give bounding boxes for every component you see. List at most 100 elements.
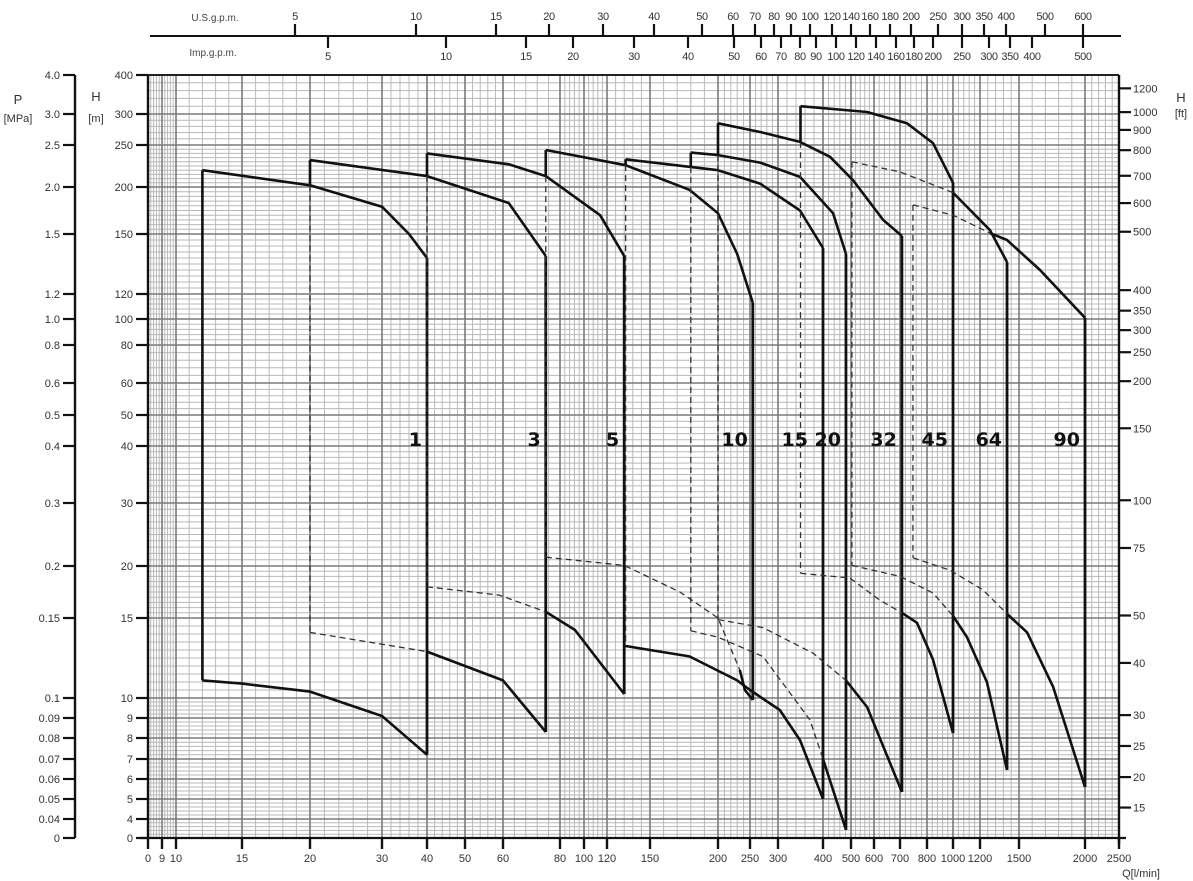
pressure-tick-label: 0.3	[45, 498, 60, 510]
head-m-tick-label: 40	[121, 441, 133, 453]
model-label-32: 32	[870, 429, 896, 451]
x-tick-label: 2000	[1073, 853, 1097, 865]
imp-gpm-tick-label: 140	[867, 51, 884, 63]
us-gpm-tick-label: 100	[801, 11, 818, 23]
imp-gpm-tick-label: 160	[887, 51, 904, 63]
model-90-max-curve	[989, 231, 1086, 319]
us-gpm-tick-label: 80	[768, 11, 780, 23]
head-m-tick-label: 20	[121, 561, 133, 573]
head-ft-tick-label: 1200	[1133, 83, 1157, 95]
pressure-axis-unit: [MPa]	[4, 113, 33, 125]
head-ft-tick-label: 400	[1133, 285, 1151, 297]
model-label-3: 3	[528, 429, 541, 451]
imp-gpm-tick-label: 40	[682, 51, 694, 63]
head-ft-tick-label: 250	[1133, 347, 1151, 359]
us-gpm-tick-label: 60	[727, 11, 739, 23]
model-10-min-curve	[545, 556, 741, 671]
head-m-tick-label: 80	[121, 340, 133, 352]
head-ft-tick-label: 40	[1133, 658, 1145, 670]
head-m-tick-label: 50	[121, 410, 133, 422]
us-gpm-tick-label: 15	[490, 11, 502, 23]
pressure-tick-label: 0.09	[39, 713, 60, 725]
head-m-tick-label: 8	[127, 733, 133, 745]
model-32-max-curve	[717, 122, 903, 237]
pressure-tick-label: 4.0	[45, 70, 60, 82]
head-ft-tick-label: 100	[1133, 495, 1151, 507]
x-tick-label: 0	[145, 853, 151, 865]
model-20-min-curve	[821, 758, 848, 831]
us-gpm-tick-label: 140	[842, 11, 859, 23]
model-label-10: 10	[721, 429, 747, 451]
model-5-min-curve	[426, 586, 547, 613]
imp-gpm-tick-label: 400	[1023, 51, 1040, 63]
pressure-axis-title: P	[14, 92, 23, 107]
axes: 0 9 10 15 20 30 40 50 60 80 100 120 150 200 250 300 400 5…	[39, 11, 1158, 865]
pressure-tick-label: 2.5	[45, 140, 60, 152]
x-tick-label: 1500	[1007, 853, 1031, 865]
pressure-tick-label: 1.5	[45, 229, 60, 241]
us-gpm-tick-label: 250	[929, 11, 946, 23]
head-m-tick-label: 150	[115, 229, 133, 241]
model-32-min-curve	[844, 679, 904, 793]
imp-gpm-tick-label: 90	[810, 51, 822, 63]
head-ft-tick-label: 800	[1133, 145, 1151, 157]
imp-gpm-tick-label: 30	[628, 51, 640, 63]
head-m-tick-label: 100	[115, 314, 133, 326]
head-ft-tick-label: 900	[1133, 125, 1151, 137]
imp-gpm-scale-title: Imp.g.p.m.	[189, 48, 236, 59]
us-gpm-scale-title: U.S.g.p.m.	[191, 13, 238, 24]
us-gpm-tick-label: 20	[543, 11, 555, 23]
model-10-min-curve	[738, 669, 754, 701]
x-tick-label: 200	[709, 853, 727, 865]
model-45-min-curve	[800, 572, 903, 614]
x-tick-label: 9	[159, 853, 165, 865]
us-gpm-tick-label: 120	[823, 11, 840, 23]
pressure-tick-label: 2.0	[45, 182, 60, 194]
imp-gpm-tick-label: 10	[440, 51, 452, 63]
us-gpm-tick-label: 350	[975, 11, 992, 23]
model-3-max-curve	[309, 158, 547, 257]
x-tick-label: 60	[497, 853, 509, 865]
us-gpm-tick-label: 50	[696, 11, 708, 23]
pressure-tick-label: 1.0	[45, 314, 60, 326]
model-1-min-curve	[202, 679, 428, 756]
pressure-tick-label: 0.6	[45, 378, 60, 390]
head-m-tick-label: 7	[127, 754, 133, 766]
model-label-45: 45	[922, 429, 948, 451]
head-ft-tick-label: 150	[1133, 423, 1151, 435]
pressure-tick-label: 0.05	[39, 794, 60, 806]
imp-gpm-tick-label: 300	[980, 51, 997, 63]
pressure-tick-label: 0.2	[45, 561, 60, 573]
us-gpm-tick-label: 600	[1074, 11, 1091, 23]
head-m-tick-label: 30	[121, 498, 133, 510]
x-tick-label: 400	[814, 853, 832, 865]
model-10-max-curve	[545, 148, 755, 304]
us-gpm-tick-label: 90	[785, 11, 797, 23]
pressure-tick-label: 0.15	[39, 613, 60, 625]
head-ft-tick-label: 700	[1133, 171, 1151, 183]
us-gpm-tick-label: 5	[292, 11, 298, 23]
head-ft-tick-label: 75	[1133, 543, 1145, 555]
x-tick-label: 700	[891, 853, 909, 865]
head-ft-tick-label: 200	[1133, 376, 1151, 388]
imp-gpm-tick-label: 180	[905, 51, 922, 63]
head-m-tick-label: 250	[115, 140, 133, 152]
x-tick-label: 500	[842, 853, 860, 865]
us-gpm-tick-label: 400	[997, 11, 1014, 23]
x-tick-label: 150	[641, 853, 659, 865]
x-tick-label: 120	[598, 853, 616, 865]
us-gpm-tick-label: 160	[861, 11, 878, 23]
head-ft-tick-label: 25	[1133, 741, 1145, 753]
x-tick-label: 10	[170, 853, 182, 865]
pressure-tick-label: 0.08	[39, 733, 60, 745]
head-ft-tick-label: 600	[1133, 198, 1151, 210]
x-tick-label: 600	[865, 853, 883, 865]
imp-gpm-tick-label: 70	[775, 51, 787, 63]
model-64-max-curve	[952, 191, 1009, 263]
imp-gpm-tick-label: 350	[1001, 51, 1018, 63]
head-ft-axis-unit: [ft]	[1175, 108, 1187, 120]
model-90-min-curve	[912, 557, 1008, 615]
x-tick-label: 40	[421, 853, 433, 865]
x-tick-label: 20	[304, 853, 316, 865]
